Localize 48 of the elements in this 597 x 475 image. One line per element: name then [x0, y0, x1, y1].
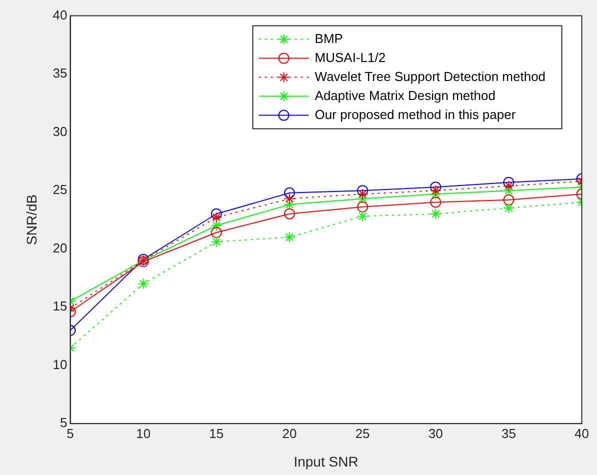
point — [503, 176, 514, 188]
point — [503, 202, 514, 214]
x-tick-label: 35 — [501, 426, 516, 441]
point — [210, 227, 222, 238]
legend-label: Wavelet Tree Support Detection method — [314, 68, 546, 84]
point — [357, 193, 368, 204]
x-tick-label: 10 — [136, 426, 151, 441]
legend-label: Our proposed method in this paper — [314, 106, 516, 122]
x-tick-label: 20 — [282, 426, 297, 441]
x-tick-label: 40 — [574, 426, 590, 441]
point — [430, 188, 442, 200]
point — [138, 278, 149, 290]
point — [430, 182, 442, 193]
point — [210, 208, 222, 220]
point — [210, 212, 222, 223]
y-tick-label: 5 — [60, 415, 68, 430]
legend-label: Adaptive Matrix Design method — [314, 88, 496, 103]
point — [357, 210, 368, 222]
x-tick-label: 15 — [209, 426, 224, 441]
x-tick-label: 25 — [355, 426, 370, 441]
y-tick-label: 35 — [52, 66, 68, 81]
point — [210, 236, 222, 248]
y-axis-title: SNR/dB — [23, 194, 40, 245]
y-tick-label: 40 — [52, 7, 68, 22]
point — [430, 185, 442, 196]
legend-label: MUSAI-L1/2 — [314, 50, 386, 65]
x-axis-title: Input SNR — [294, 453, 358, 470]
point — [284, 193, 295, 204]
point — [357, 201, 368, 212]
point — [503, 180, 514, 192]
point — [210, 220, 222, 232]
y-tick-label: 15 — [52, 298, 68, 314]
y-tick-label: 10 — [52, 356, 68, 372]
point — [357, 188, 368, 200]
y-tick-label: 20 — [52, 240, 68, 256]
y-tick-label: 25 — [52, 182, 68, 198]
point — [503, 194, 514, 206]
point — [284, 199, 295, 210]
point — [430, 208, 442, 220]
point — [503, 185, 514, 196]
point — [430, 196, 442, 208]
point — [284, 187, 295, 198]
x-tick-label: 30 — [428, 426, 443, 441]
legend-label: BMP — [314, 30, 343, 46]
y-tick-label: 30 — [52, 124, 68, 139]
point — [357, 185, 368, 196]
point — [284, 232, 295, 243]
point — [284, 208, 295, 220]
